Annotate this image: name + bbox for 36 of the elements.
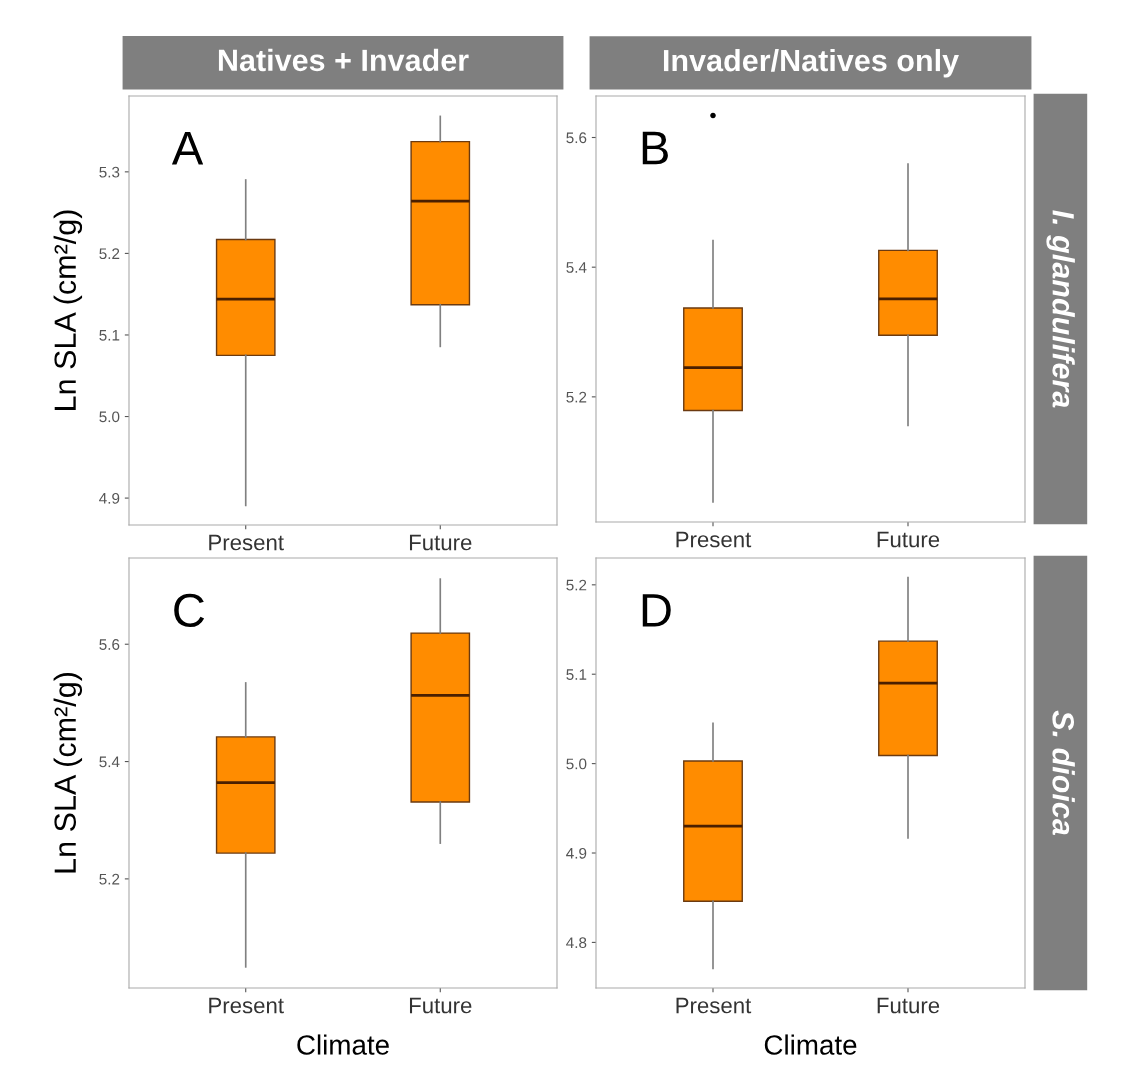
x-tick-label: Present [209,997,284,1014]
annotation: A [171,132,204,165]
y-tick-label: 5.6 [566,132,587,144]
annotation: D [642,594,671,627]
y-tick-label: 5.0 [566,758,587,770]
x-tick-label: Future [409,534,472,551]
x-tick-label: Present [676,997,752,1014]
x-axis-title: Climate [764,1034,857,1055]
y-tick-label: 5.2 [566,391,587,403]
x-tick-label: Present [676,531,752,548]
chart-title: Invader/Natives only [663,48,959,78]
y-tick-label: 5.2 [99,248,120,260]
x-tick-label: Future [409,997,472,1014]
y-tick-label: 5.0 [99,411,120,423]
y-tick-label: 5.3 [99,166,120,178]
y-tick-label: 4.8 [566,937,587,949]
y-tick-label: 4.9 [566,847,587,859]
chart-title: Natives + Invader [218,48,469,72]
x-tick-label: Future [877,531,940,548]
y-tick-label: 5.1 [566,669,587,680]
y-tick-label: 4.9 [99,492,120,504]
y-tick-label: 5.4 [566,262,587,273]
y-tick-label: 5.1 [99,329,120,341]
annotation: C [174,593,205,628]
y2-axis-title: S. dioica [1052,710,1075,835]
y-axis-title: Ln SLA (cm²/g) [53,673,83,873]
y-tick-label: 5.2 [566,579,587,591]
x-axis-title: Climate [297,1034,389,1055]
y-tick-label: 5.4 [99,756,120,768]
y-axis-title: Ln SLA (cm²/g) [53,210,83,410]
x-tick-label: Future [877,997,940,1014]
y-tick-label: 5.2 [99,873,120,885]
x-tick-label: Present [209,534,284,551]
annotation: B [642,131,668,165]
y-tick-label: 5.6 [99,639,120,650]
y2-axis-title: I. glandulifera [1046,210,1075,408]
